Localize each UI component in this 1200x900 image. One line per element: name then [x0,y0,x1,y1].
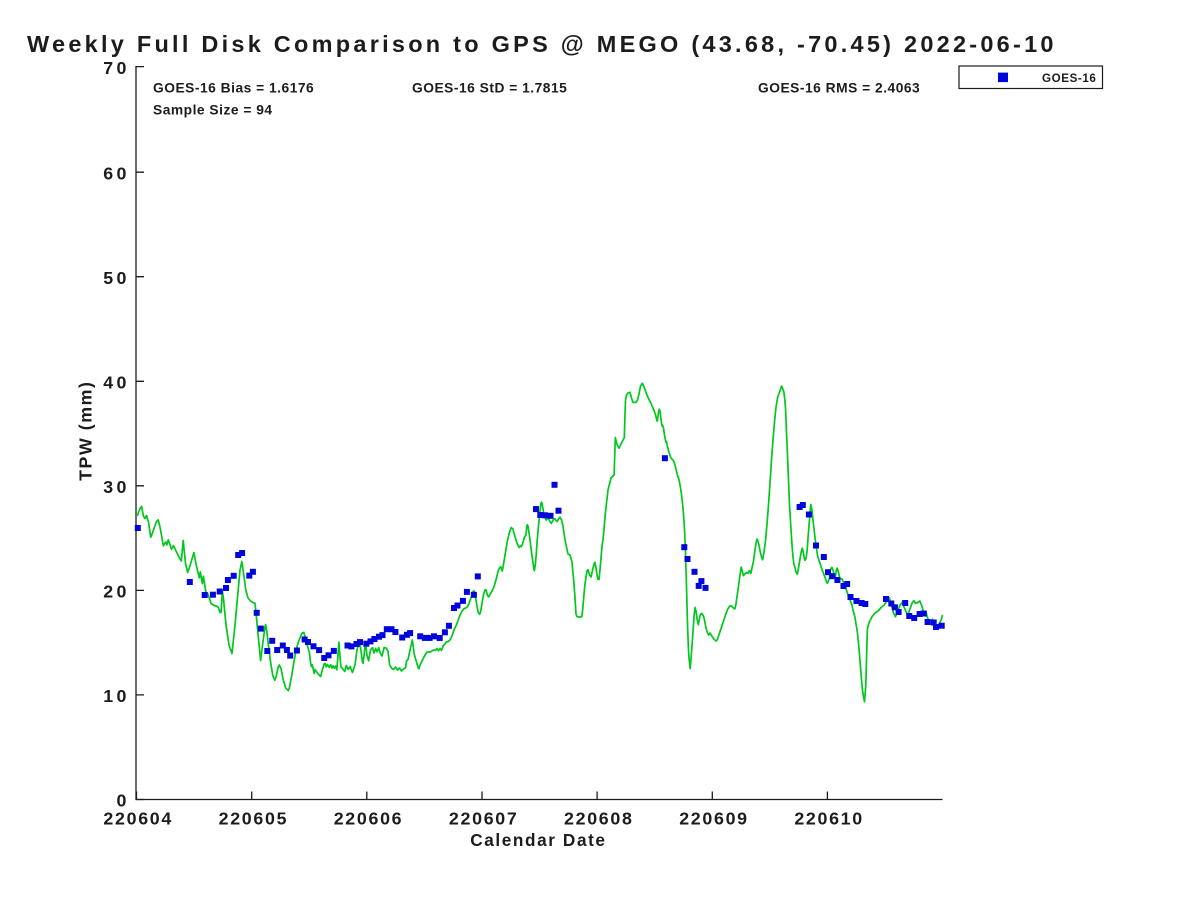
svg-text:50: 50 [103,268,130,288]
svg-text:220607: 220607 [449,809,519,829]
svg-text:220604: 220604 [103,809,173,829]
svg-text:220609: 220609 [679,809,749,829]
svg-text:220605: 220605 [219,809,289,829]
svg-text:20: 20 [103,582,130,602]
svg-text:GOES-16 Bias = 1.6176: GOES-16 Bias = 1.6176 [153,81,314,96]
svg-text:220608: 220608 [564,809,634,829]
svg-text:Calendar Date: Calendar Date [470,830,606,850]
svg-text:30: 30 [103,477,130,497]
svg-text:Sample Size = 94: Sample Size = 94 [153,103,273,118]
svg-text:GOES-16: GOES-16 [1042,72,1096,85]
svg-text:10: 10 [103,686,130,706]
svg-text:60: 60 [103,163,130,183]
svg-text:40: 40 [103,373,130,393]
svg-text:GOES-16 StD = 1.7815: GOES-16 StD = 1.7815 [412,81,567,96]
svg-text:GOES-16 RMS = 2.4063: GOES-16 RMS = 2.4063 [758,81,920,96]
svg-text:220606: 220606 [334,809,404,829]
svg-text:TPW (mm): TPW (mm) [76,381,96,481]
svg-text:70: 70 [103,58,130,78]
svg-text:0: 0 [117,791,130,811]
svg-text:Weekly Full Disk Comparison to: Weekly Full Disk Comparison to GPS @ MEG… [27,31,1057,57]
svg-text:220610: 220610 [794,809,864,829]
